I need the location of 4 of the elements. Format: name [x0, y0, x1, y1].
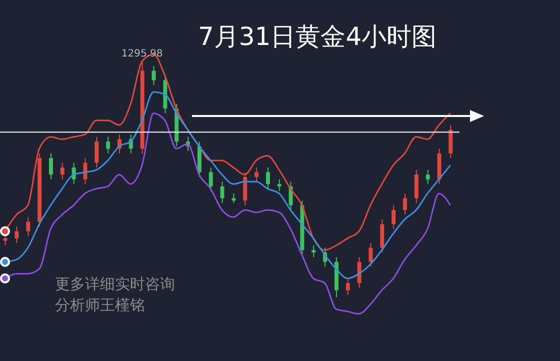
chart-title: 7月31日黄金4小时图	[198, 21, 437, 53]
annotation: 更多详细实时咨询	[55, 274, 175, 295]
annotation: 分析师王槿铭	[55, 295, 146, 316]
annotation: 1295.98	[121, 48, 163, 60]
